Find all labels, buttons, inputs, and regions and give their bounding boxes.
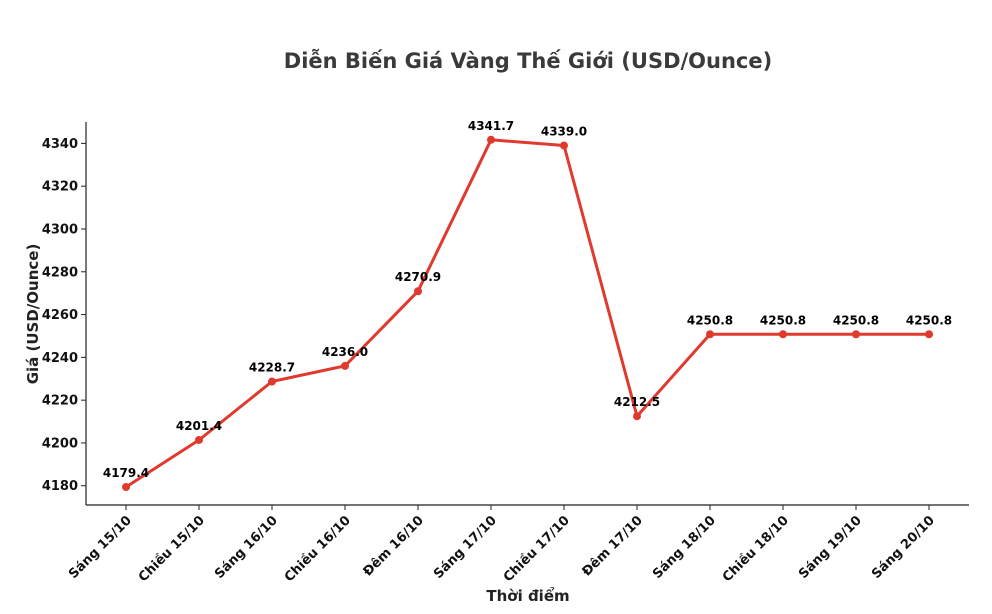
data-label: 4270.9 (395, 270, 441, 284)
data-point (852, 330, 860, 339)
x-tick-label: Đêm 17/10 (580, 513, 646, 579)
data-label: 4201.4 (176, 419, 222, 433)
y-tick-label: 4240 (42, 351, 78, 366)
data-point (779, 330, 787, 339)
chart-title: Diễn Biến Giá Vàng Thế Giới (USD/Ounce) (284, 49, 772, 73)
y-tick-label: 4340 (42, 137, 78, 152)
x-tick-label: Sáng 19/10 (796, 513, 865, 582)
data-label: 4250.8 (760, 313, 806, 327)
data-point (487, 135, 495, 144)
data-label: 4228.7 (249, 361, 295, 375)
x-tick-label: Sáng 20/10 (869, 513, 938, 582)
data-point (925, 330, 933, 339)
series-line (122, 135, 933, 492)
y-tick-label: 4280 (42, 265, 78, 280)
data-point (268, 377, 276, 386)
data-label: 4179.4 (103, 466, 149, 480)
data-label: 4341.7 (468, 119, 514, 133)
data-point (706, 330, 714, 339)
data-label: 4250.8 (833, 313, 879, 327)
data-label: 4339.0 (541, 125, 587, 139)
data-label: 4250.8 (687, 313, 733, 327)
data-point (122, 483, 130, 492)
x-ticks: Sáng 15/10 Chiều 15/10 Sáng 16/10 Chiều 16/… (66, 505, 938, 585)
data-point (341, 361, 349, 370)
y-axis-label: Giá (USD/Ounce) (24, 244, 42, 385)
y-tick-label: 4300 (42, 222, 78, 237)
x-tick-label: Sáng 18/10 (650, 513, 719, 582)
data-label: 4236.0 (322, 345, 368, 359)
x-axis-label: Thời điểm (486, 586, 569, 605)
y-tick-label: 4220 (42, 394, 78, 409)
x-tick-label: Chiều 15/10 (136, 513, 208, 585)
y-tick-label: 4180 (42, 479, 78, 494)
x-tick-label: Sáng 15/10 (66, 513, 135, 582)
data-point (560, 141, 568, 150)
x-tick-label: Sáng 17/10 (431, 513, 500, 582)
data-point (414, 287, 422, 296)
data-point (633, 412, 641, 421)
y-tick-label: 4200 (42, 436, 78, 451)
data-label: 4212.5 (614, 395, 660, 409)
series-path (125, 138, 929, 489)
y-tick-label: 4320 (42, 180, 78, 195)
data-labels: 4179.4 4201.4 4228.7 4236.0 4270.9 4341.7 4339… (103, 119, 952, 480)
x-tick-label: Sáng 16/10 (212, 513, 281, 582)
x-tick-label: Đêm 16/10 (361, 513, 427, 579)
data-point (195, 435, 203, 444)
y-tick-label: 4260 (42, 308, 78, 323)
x-tick-label: Chiều 17/10 (501, 513, 573, 585)
x-tick-label: Chiều 18/10 (720, 513, 792, 585)
data-label: 4250.8 (906, 313, 952, 327)
x-tick-label: Chiều 16/10 (282, 513, 354, 585)
y-ticks: 4180 4200 4220 4240 4260 4280 4300 4320 4340 (42, 137, 86, 494)
